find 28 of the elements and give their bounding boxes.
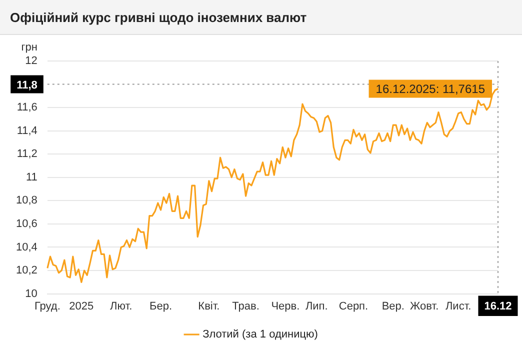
x-tick-label: Лют. [110, 300, 132, 312]
y-axis-title: грн [21, 42, 38, 54]
x-tick-label: Вер. [382, 300, 404, 312]
x-tick-label: Серп. [338, 300, 368, 312]
y-tick-label: 11 [26, 171, 38, 184]
y-tick-label: 11,2 [16, 148, 38, 160]
x-tick-label: Трав. [232, 300, 260, 312]
y-tick-label: 10,2 [16, 264, 38, 277]
x-tick-label: 16.12 [484, 300, 512, 312]
chart-title: Офіційний курс гривні щодо іноземних валют [0, 0, 522, 35]
annotation: 16.12.2025: 11,7615 [376, 82, 486, 96]
x-tick-label: Квіт. [198, 300, 220, 312]
y-tick-label: 11,4 [16, 124, 38, 137]
y-tick-label: 12 [25, 55, 38, 68]
x-tick-label: Бер. [150, 300, 172, 312]
ref-line-label: 11,8 [16, 79, 38, 92]
x-tick-label: Лист. [445, 300, 472, 312]
x-tick-label: Черв. [271, 300, 300, 312]
y-tick-label: 10 [25, 288, 38, 300]
x-tick-label: Жовт. [410, 300, 439, 312]
legend-label: Злотий (за 1 одиницю) [202, 328, 318, 341]
x-tick-label: Груд. [34, 300, 60, 312]
y-tick-label: 11,6 [16, 102, 38, 114]
x-tick-label: Лип. [305, 300, 328, 312]
x-tick-label: 2025 [69, 300, 94, 312]
y-tick-label: 10,6 [16, 218, 38, 230]
y-tick-label: 10,4 [16, 241, 38, 254]
y-tick-label: 10,8 [16, 194, 38, 207]
